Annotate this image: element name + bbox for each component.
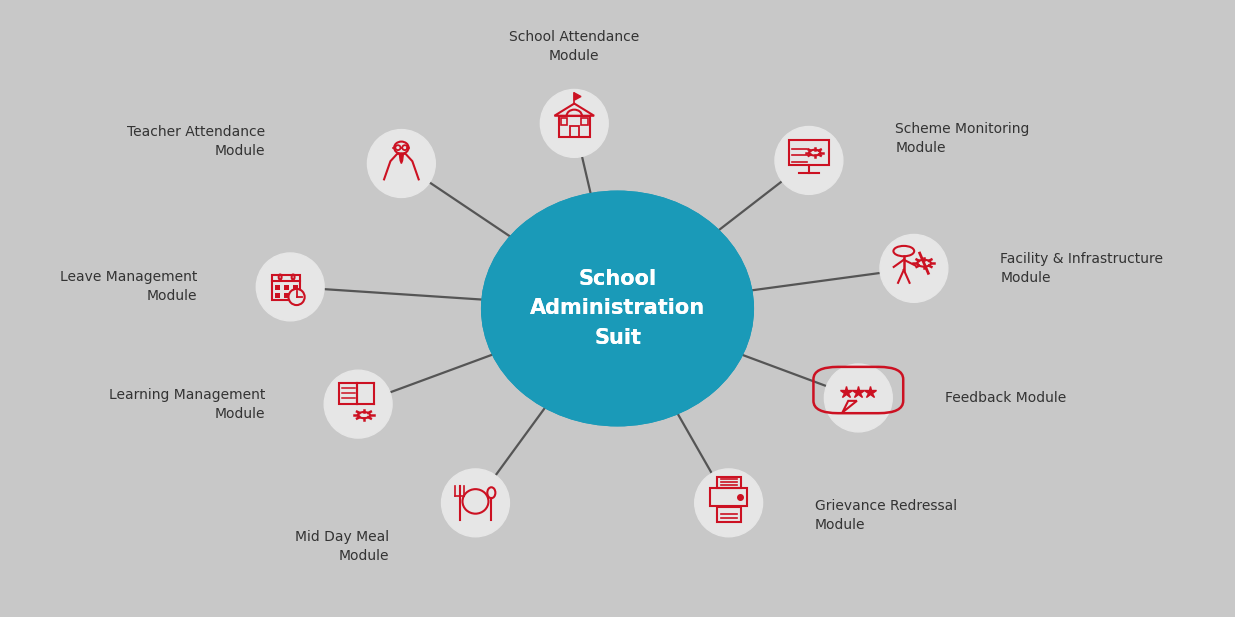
Bar <box>293 285 298 290</box>
Ellipse shape <box>825 364 892 432</box>
Bar <box>789 140 829 165</box>
Ellipse shape <box>776 126 842 194</box>
Bar <box>275 292 280 298</box>
Ellipse shape <box>289 289 305 305</box>
Text: School
Administration
Suit: School Administration Suit <box>530 269 705 348</box>
Ellipse shape <box>442 469 509 537</box>
Ellipse shape <box>325 370 391 438</box>
Bar <box>293 292 298 298</box>
Bar <box>559 116 589 137</box>
Text: Scheme Monitoring
Module: Scheme Monitoring Module <box>895 122 1030 155</box>
Bar <box>340 383 357 404</box>
Text: Leave Management
Module: Leave Management Module <box>61 270 198 304</box>
Bar <box>284 285 289 290</box>
Bar <box>710 489 747 506</box>
Ellipse shape <box>482 191 753 426</box>
Ellipse shape <box>482 191 753 426</box>
Text: School
Administration
Suit: School Administration Suit <box>530 269 705 348</box>
Polygon shape <box>574 93 580 100</box>
Bar <box>273 275 300 300</box>
Ellipse shape <box>541 89 608 157</box>
Ellipse shape <box>368 130 435 197</box>
Bar <box>284 292 289 298</box>
Ellipse shape <box>881 234 947 302</box>
Bar <box>561 118 567 125</box>
Text: Grievance Redressal
Module: Grievance Redressal Module <box>815 499 957 532</box>
Bar <box>716 507 741 521</box>
Polygon shape <box>399 154 404 164</box>
Text: Mid Day Meal
Module: Mid Day Meal Module <box>295 529 389 563</box>
Ellipse shape <box>257 253 324 321</box>
Bar <box>582 118 588 125</box>
Text: Teacher Attendance
Module: Teacher Attendance Module <box>127 125 266 159</box>
Bar <box>275 285 280 290</box>
Text: Facility & Infrastructure
Module: Facility & Infrastructure Module <box>1000 252 1163 285</box>
Bar <box>569 126 579 137</box>
Text: School Attendance
Module: School Attendance Module <box>509 30 640 63</box>
Text: Learning Management
Module: Learning Management Module <box>109 387 266 421</box>
Bar <box>716 477 741 489</box>
Text: Feedback Module: Feedback Module <box>945 391 1066 405</box>
Ellipse shape <box>695 469 762 537</box>
